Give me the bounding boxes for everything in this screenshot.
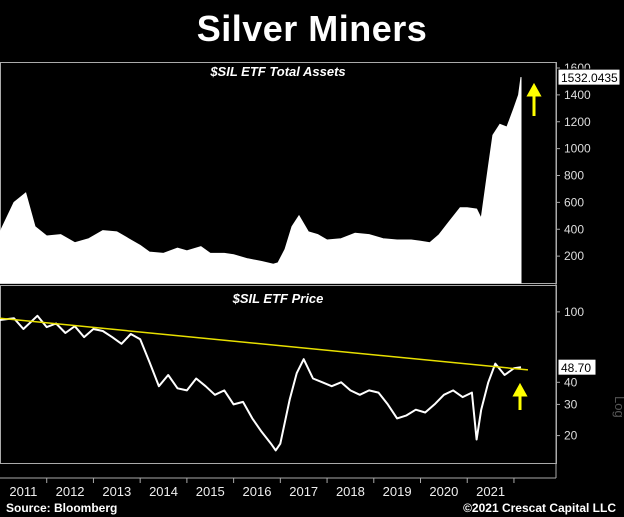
x-tick-label: 2016 xyxy=(243,484,272,499)
assets-ytick-label: 1200 xyxy=(564,115,591,129)
price-last-value-label: 48.70 xyxy=(561,361,591,375)
x-tick-label: 2018 xyxy=(336,484,365,499)
assets-up-arrow xyxy=(526,82,542,116)
assets-ytick-label: 1400 xyxy=(564,88,591,102)
source-label: Source: Bloomberg xyxy=(6,501,118,515)
price-up-arrow xyxy=(512,382,528,410)
x-tick-label: 2012 xyxy=(56,484,85,499)
assets-last-value-box xyxy=(557,68,621,86)
page-title: Silver Miners xyxy=(196,8,428,49)
assets-ytick-label: 200 xyxy=(564,249,584,263)
assets-ytick-label: 600 xyxy=(564,195,584,209)
log-scale-marker: Log xyxy=(612,396,624,418)
price-last-value-box xyxy=(557,358,597,376)
assets-ytick-label: 1000 xyxy=(564,142,591,156)
x-tick-label: 2014 xyxy=(149,484,178,499)
x-tick-label: 2013 xyxy=(102,484,131,499)
x-tick-label: 2015 xyxy=(196,484,225,499)
assets-area-series xyxy=(0,77,522,284)
assets-chart-title: $SIL ETF Total Assets xyxy=(209,64,345,79)
price-panel-frame xyxy=(0,285,557,464)
resistance-trendline xyxy=(0,317,529,371)
assets-ytick-label: 800 xyxy=(564,169,584,183)
price-ytick-label: 30 xyxy=(564,397,578,411)
assets-last-value-label: 1532.0435 xyxy=(561,71,618,85)
price-ytick-label: 100 xyxy=(564,305,584,319)
x-tick-label: 2011 xyxy=(9,484,37,499)
price-chart-title: $SIL ETF Price xyxy=(232,291,324,306)
x-tick-label: 2020 xyxy=(429,484,458,499)
assets-ytick-label: 400 xyxy=(564,222,584,236)
price-line-series xyxy=(0,314,522,452)
price-ytick-label: 20 xyxy=(564,429,578,443)
copyright-label: ©2021 Crescat Capital LLC xyxy=(463,501,616,515)
x-tick-label: 2017 xyxy=(289,484,318,499)
x-tick-label: 2019 xyxy=(383,484,412,499)
x-tick-label: 2021 xyxy=(476,484,505,499)
price-ytick-label: 40 xyxy=(564,375,578,389)
